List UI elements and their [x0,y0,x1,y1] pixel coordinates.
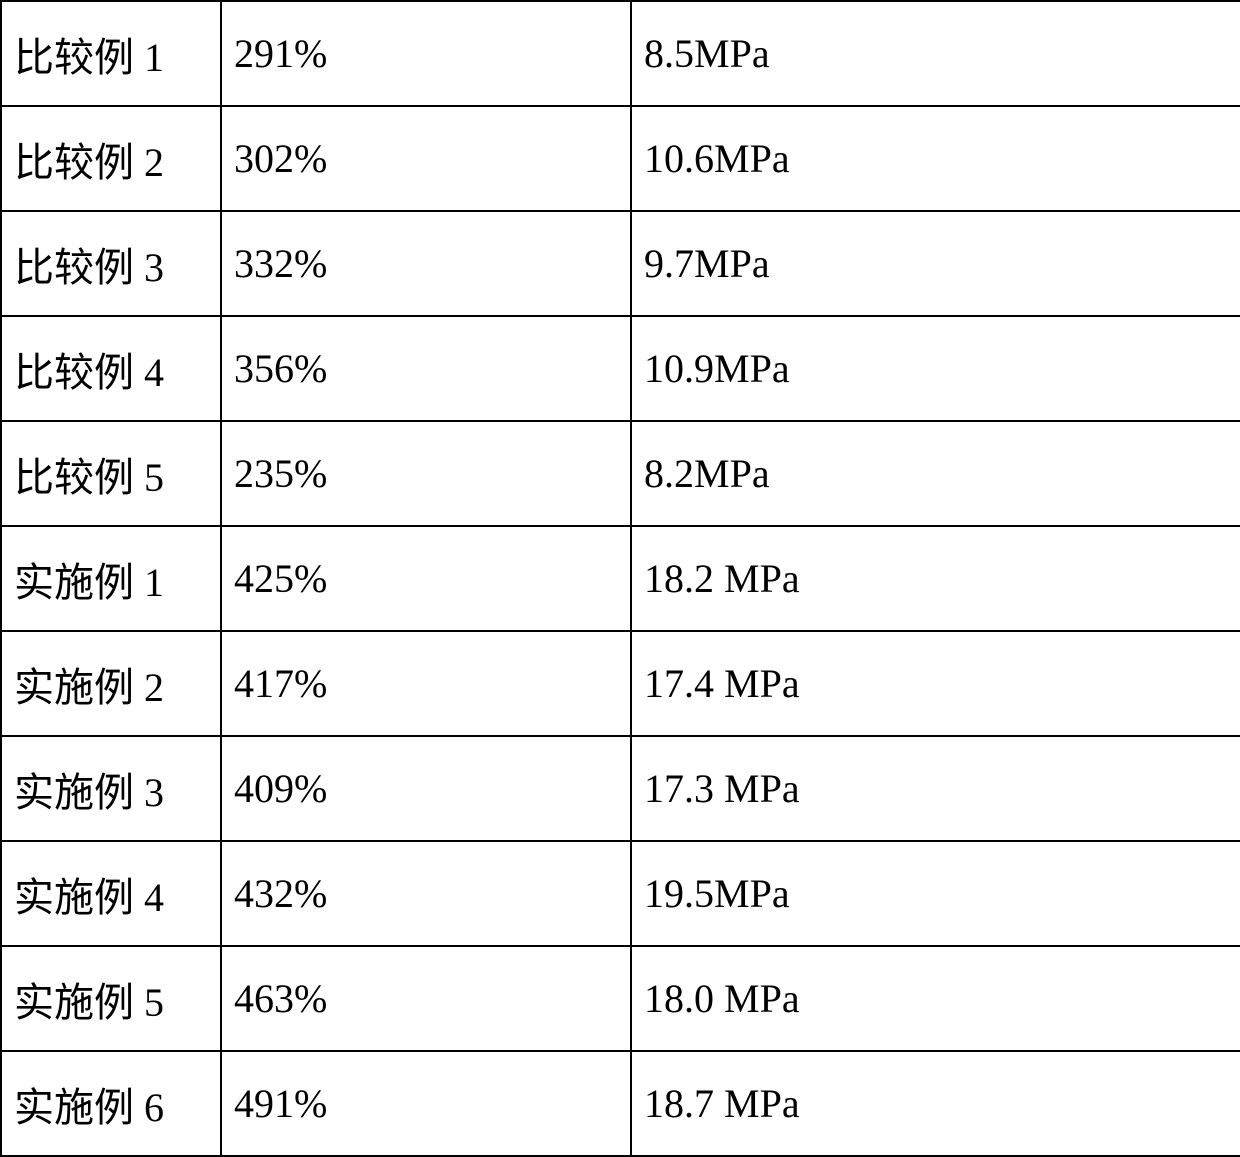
cell-label: 实施例 3 [1,736,221,841]
table-row: 实施例 4 432% 19.5MPa [1,841,1240,946]
table-row: 比较例 5 235% 8.2MPa [1,421,1240,526]
table-row: 实施例 1 425% 18.2 MPa [1,526,1240,631]
table-row: 实施例 5 463% 18.0 MPa [1,946,1240,1051]
cell-label: 实施例 1 [1,526,221,631]
cell-label: 实施例 6 [1,1051,221,1156]
table-row: 比较例 2 302% 10.6MPa [1,106,1240,211]
cell-percent: 235% [221,421,631,526]
cell-percent: 491% [221,1051,631,1156]
cell-percent: 425% [221,526,631,631]
cell-strength: 18.7 MPa [631,1051,1240,1156]
cell-percent: 332% [221,211,631,316]
table-row: 比较例 1 291% 8.5MPa [1,1,1240,106]
cell-label: 实施例 4 [1,841,221,946]
cell-label: 比较例 5 [1,421,221,526]
cell-label: 实施例 5 [1,946,221,1051]
cell-percent: 302% [221,106,631,211]
cell-percent: 417% [221,631,631,736]
cell-percent: 356% [221,316,631,421]
cell-percent: 409% [221,736,631,841]
cell-strength: 8.2MPa [631,421,1240,526]
cell-label: 实施例 2 [1,631,221,736]
cell-strength: 10.9MPa [631,316,1240,421]
data-table-container: 比较例 1 291% 8.5MPa 比较例 2 302% 10.6MPa 比较例… [0,0,1240,1137]
cell-percent: 291% [221,1,631,106]
cell-strength: 19.5MPa [631,841,1240,946]
cell-label: 比较例 1 [1,1,221,106]
cell-strength: 17.4 MPa [631,631,1240,736]
cell-label: 比较例 4 [1,316,221,421]
table-body: 比较例 1 291% 8.5MPa 比较例 2 302% 10.6MPa 比较例… [1,1,1240,1156]
table-row: 实施例 2 417% 17.4 MPa [1,631,1240,736]
cell-strength: 17.3 MPa [631,736,1240,841]
table-row: 实施例 3 409% 17.3 MPa [1,736,1240,841]
data-table: 比较例 1 291% 8.5MPa 比较例 2 302% 10.6MPa 比较例… [0,0,1240,1157]
cell-strength: 8.5MPa [631,1,1240,106]
cell-strength: 18.0 MPa [631,946,1240,1051]
table-row: 比较例 4 356% 10.9MPa [1,316,1240,421]
table-row: 实施例 6 491% 18.7 MPa [1,1051,1240,1156]
cell-strength: 10.6MPa [631,106,1240,211]
cell-strength: 18.2 MPa [631,526,1240,631]
cell-label: 比较例 2 [1,106,221,211]
cell-percent: 432% [221,841,631,946]
cell-strength: 9.7MPa [631,211,1240,316]
table-row: 比较例 3 332% 9.7MPa [1,211,1240,316]
cell-label: 比较例 3 [1,211,221,316]
cell-percent: 463% [221,946,631,1051]
